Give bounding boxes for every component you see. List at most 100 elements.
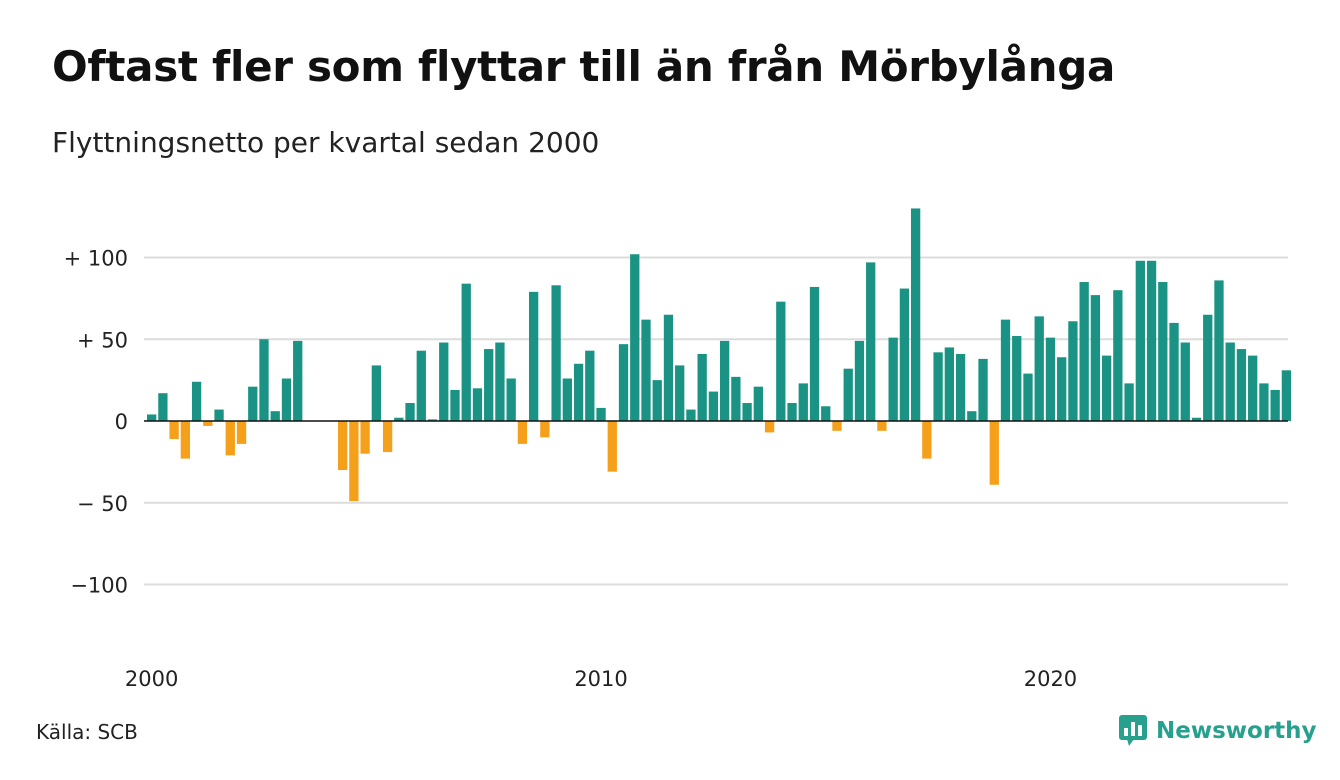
bar [809, 286, 820, 421]
newsworthy-logo-icon [1119, 715, 1147, 746]
bar [1079, 282, 1089, 421]
bar [394, 417, 404, 421]
bar [214, 409, 224, 422]
bar [1169, 322, 1179, 421]
source-label: Källa: SCB [36, 720, 138, 744]
bar [753, 386, 763, 422]
bar [1248, 355, 1258, 421]
bar [416, 350, 426, 421]
bar [191, 381, 202, 421]
bar [944, 347, 954, 422]
bar [1158, 282, 1168, 421]
bar [1012, 335, 1022, 421]
bar [248, 386, 258, 422]
bar [663, 314, 674, 422]
bar [1281, 370, 1292, 421]
bar [843, 368, 853, 421]
bar [967, 411, 977, 421]
bar [495, 342, 505, 421]
bar [461, 283, 471, 421]
x-tick-label: 2010 [574, 667, 627, 691]
bar [439, 342, 449, 421]
bar [955, 353, 966, 421]
bar [1090, 295, 1101, 421]
bar [854, 340, 865, 421]
bar [888, 337, 898, 422]
bars [147, 208, 1292, 502]
bar [731, 376, 741, 422]
bar [506, 378, 516, 421]
bar [641, 319, 651, 421]
bar [562, 378, 572, 421]
bar [1124, 383, 1134, 421]
bar [899, 288, 910, 421]
bar [1135, 260, 1145, 421]
bar [922, 421, 932, 459]
bar [1180, 342, 1190, 421]
bar [1225, 342, 1235, 421]
bar [225, 421, 235, 456]
bar [686, 409, 696, 422]
bar [169, 421, 179, 439]
bar [719, 340, 730, 421]
bar [540, 421, 550, 438]
bar [349, 421, 359, 502]
bar [596, 407, 606, 421]
bar [742, 403, 752, 421]
x-tick-label: 2020 [1024, 667, 1077, 691]
bar-chart: + 100 + 50 0 − 50 −100 2000 2010 2020 [64, 208, 1292, 691]
bar [382, 421, 393, 453]
bar [405, 403, 415, 421]
y-tick-label: −100 [70, 574, 128, 598]
bar [573, 363, 584, 421]
bar [472, 388, 483, 421]
bar [203, 421, 213, 426]
bar [180, 421, 190, 459]
bar [877, 421, 887, 431]
bar [484, 349, 494, 421]
bar [630, 254, 640, 421]
y-tick-label: + 100 [64, 247, 128, 271]
bar [293, 340, 303, 421]
bar [866, 262, 876, 421]
bar [1000, 319, 1011, 421]
bar [764, 421, 775, 433]
bar [147, 414, 157, 421]
bar [1214, 280, 1224, 421]
bar [1203, 314, 1213, 422]
bar [158, 393, 168, 421]
bar [933, 352, 943, 421]
bar [607, 421, 617, 472]
bar [338, 421, 348, 471]
bar [517, 421, 528, 444]
bar [1146, 260, 1157, 421]
bar [236, 421, 247, 444]
bar [1270, 389, 1280, 422]
bar [371, 365, 381, 421]
y-axis-ticks: + 100 + 50 0 − 50 −100 [64, 247, 128, 598]
brand[interactable]: Newsworthy [1118, 714, 1317, 748]
bar [450, 389, 460, 422]
bar [1057, 357, 1067, 422]
bar [259, 339, 269, 421]
bar [427, 419, 438, 422]
bar [832, 421, 842, 431]
bar [675, 365, 685, 421]
bar [1034, 316, 1044, 421]
bar [821, 406, 831, 421]
brand-name: Newsworthy [1156, 718, 1317, 744]
bar [787, 403, 797, 421]
bar [978, 358, 988, 421]
bar [1068, 321, 1078, 421]
bar [1113, 290, 1123, 421]
bar [1101, 355, 1112, 421]
bar [585, 350, 595, 421]
bar [618, 344, 629, 421]
bar [270, 411, 280, 421]
bar [652, 380, 662, 422]
y-tick-label: 0 [115, 410, 128, 434]
bar [551, 285, 561, 421]
bar [281, 378, 292, 421]
bar [910, 208, 921, 421]
bar [776, 301, 786, 421]
